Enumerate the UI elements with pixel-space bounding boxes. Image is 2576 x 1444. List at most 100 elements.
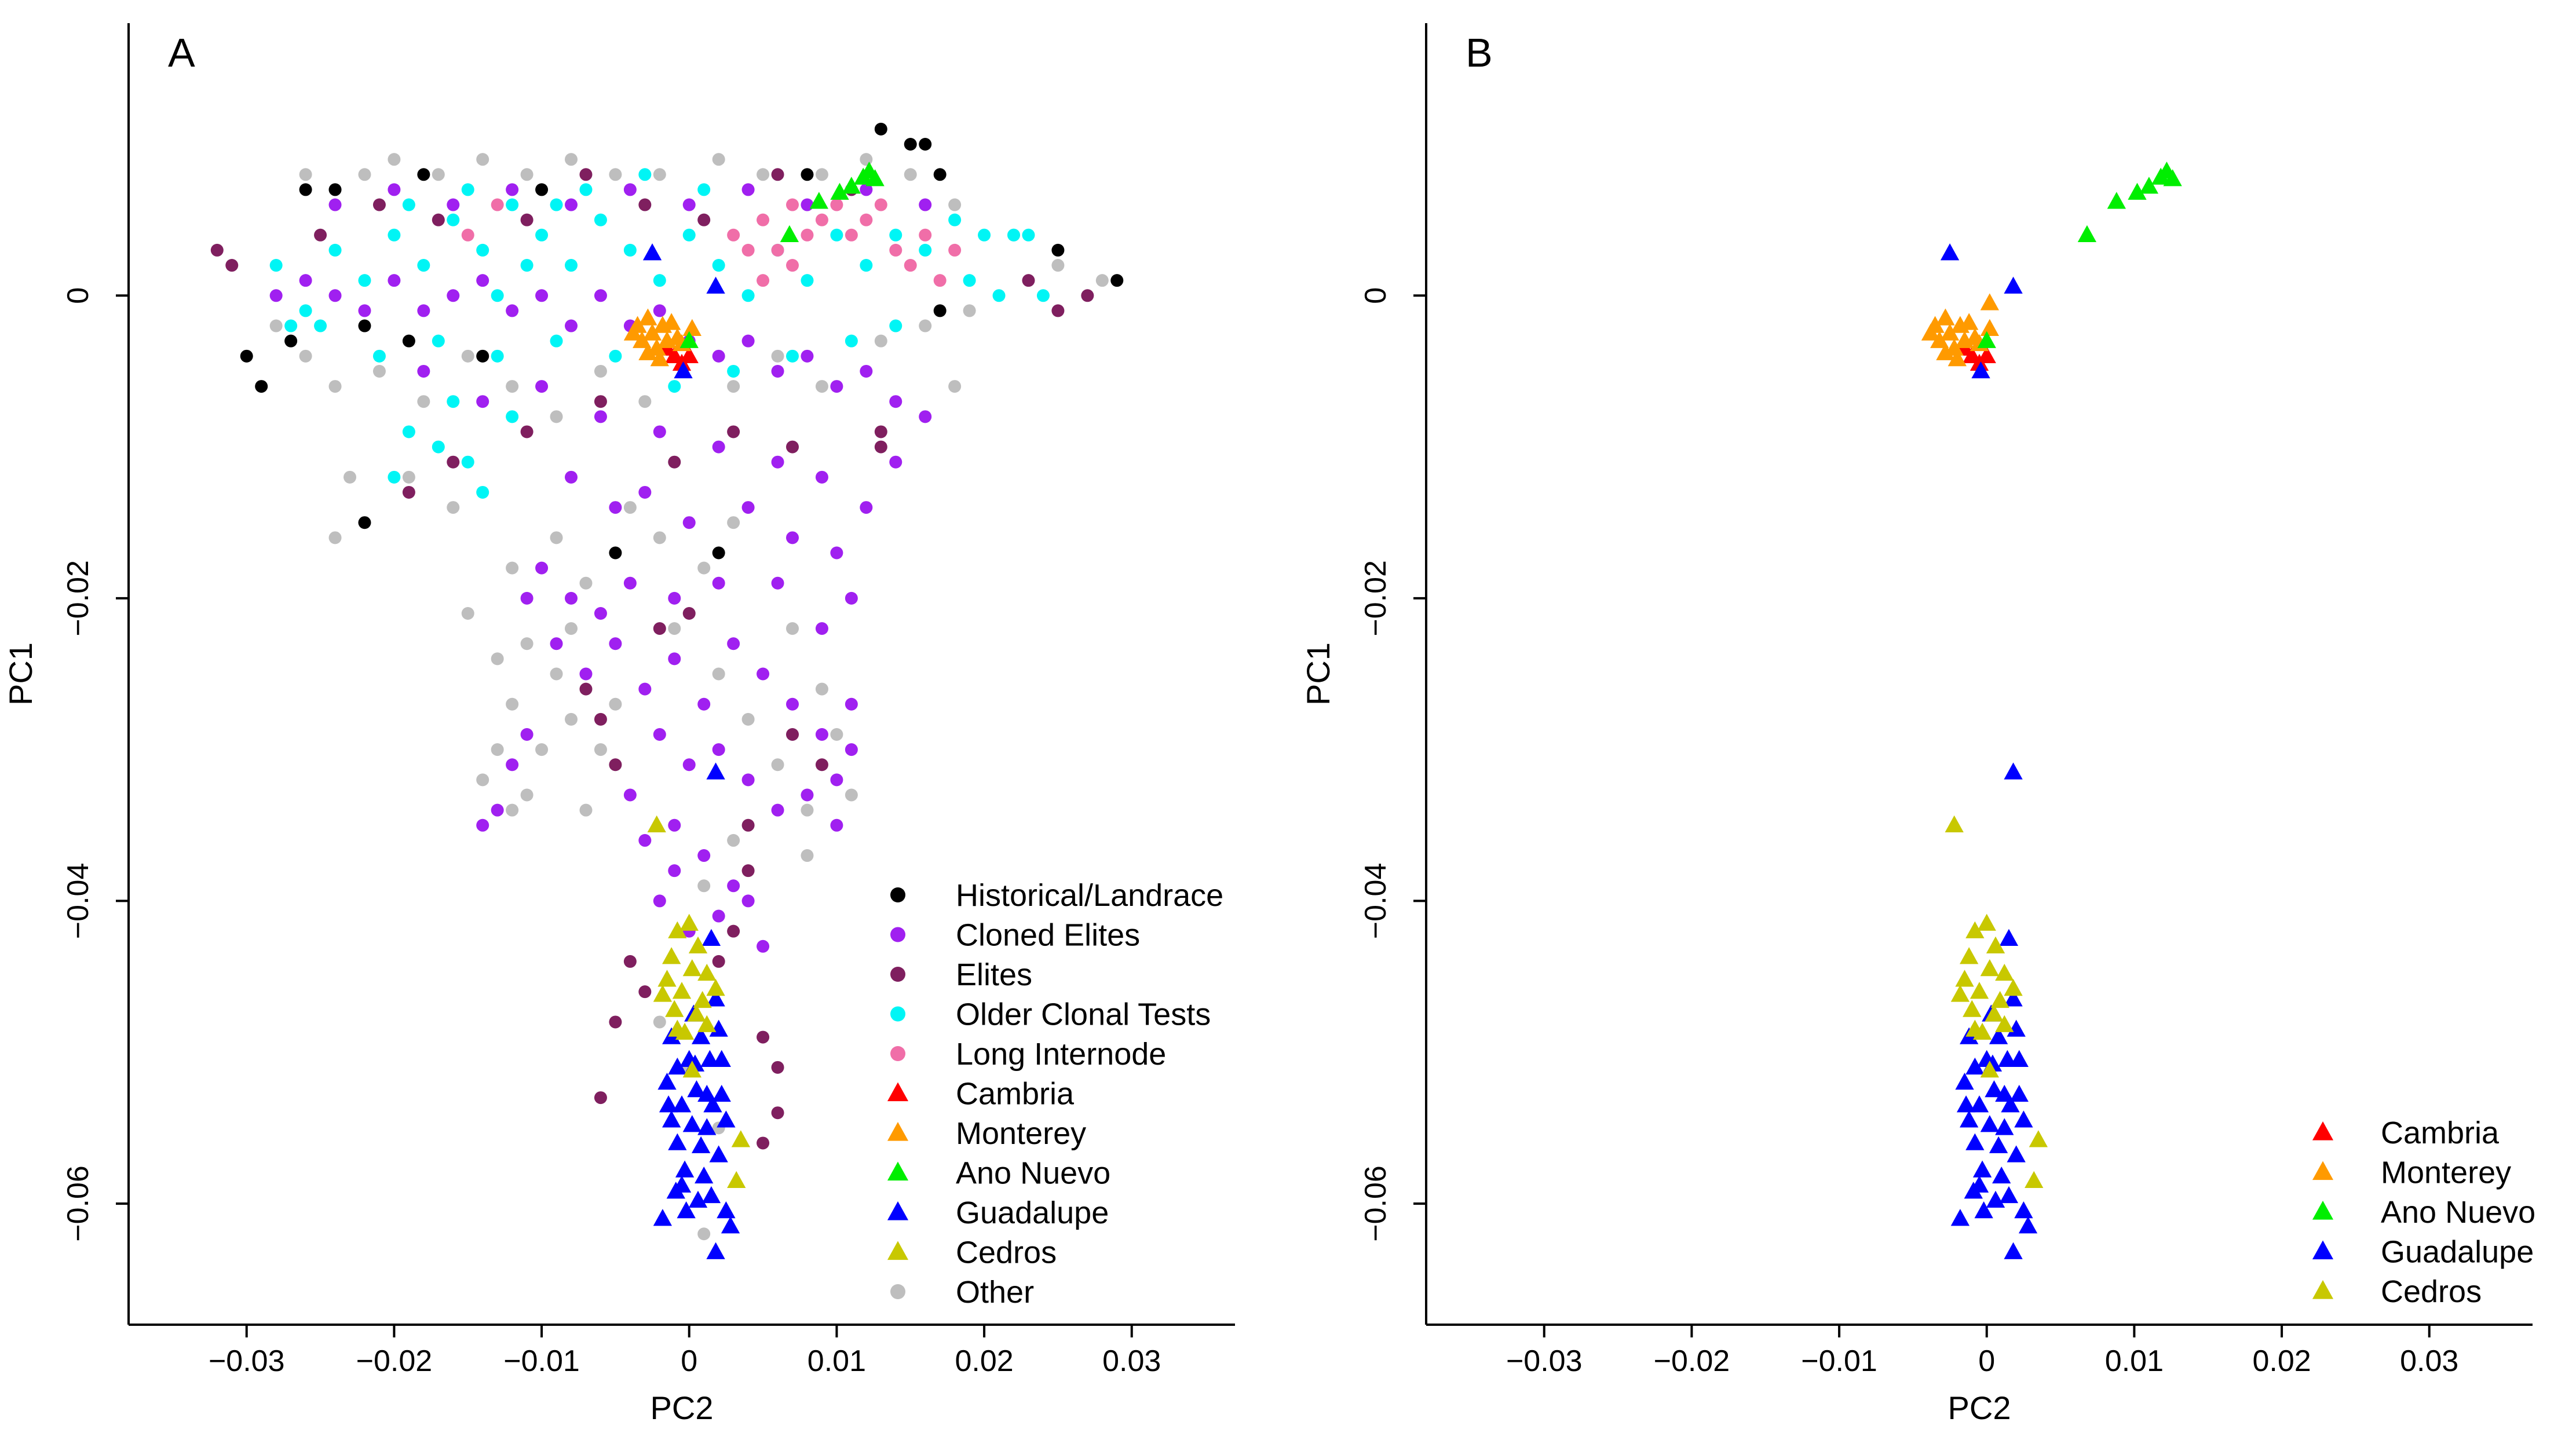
data-point [2004, 762, 2023, 780]
x-tick-label: −0.03 [209, 1344, 285, 1378]
data-point [565, 470, 578, 484]
y-tick-label: −0.06 [1359, 1165, 1393, 1242]
data-point [579, 168, 593, 181]
data-point [845, 697, 858, 711]
data-point [2004, 1242, 2023, 1259]
data-point [653, 1209, 673, 1226]
data-point [579, 576, 593, 590]
data-point [757, 667, 770, 681]
data-point [638, 343, 657, 360]
data-point [1081, 289, 1094, 302]
data-point [672, 1175, 692, 1193]
legend-label: Guadalupe [2381, 1235, 2534, 1270]
data-point [579, 803, 593, 817]
data-point [650, 349, 669, 367]
legend-marker [890, 1284, 905, 1299]
x-tick-label: −0.03 [1506, 1344, 1583, 1378]
data-point [476, 274, 489, 287]
data-point [668, 622, 681, 635]
data-point [269, 289, 283, 302]
data-point [2077, 225, 2097, 243]
data-point [697, 879, 711, 893]
data-point [1999, 1186, 2019, 1204]
data-point [1960, 947, 1979, 964]
data-point [801, 198, 814, 211]
data-point [653, 894, 666, 908]
series-monterey [623, 308, 701, 367]
data-point [269, 259, 283, 272]
data-point [1955, 970, 1974, 987]
data-point [815, 380, 828, 393]
data-point [2014, 1110, 2033, 1128]
data-point [865, 169, 885, 187]
data-point [665, 1000, 684, 1017]
data-point [706, 276, 725, 294]
data-point [328, 289, 342, 302]
data-point [919, 319, 932, 332]
data-point [491, 289, 504, 302]
data-point [697, 1118, 717, 1135]
data-point [447, 289, 460, 302]
data-point [697, 183, 711, 196]
data-point [1999, 928, 2019, 946]
data-point [1051, 304, 1065, 317]
data-point [2007, 1019, 2026, 1037]
data-point [948, 243, 962, 257]
x-tick-label: 0 [1978, 1344, 1995, 1378]
data-point [210, 243, 224, 257]
data-point [860, 259, 873, 272]
panel-b: −0.03 −0.02 −0.01 0 0.01 0.02 0.03 0 −0.02 −0.04 −… [1300, 23, 2535, 1426]
data-point [491, 803, 504, 817]
legend-marker [890, 887, 905, 902]
data-point [786, 697, 799, 711]
legend-marker [887, 1201, 909, 1220]
data-point [830, 728, 843, 741]
legend-label: Cloned Elites [956, 918, 1140, 953]
data-point [284, 319, 298, 332]
data-point [659, 1095, 678, 1113]
panel-letter: B [1466, 30, 1493, 75]
data-point [491, 743, 504, 756]
data-point [1995, 1118, 2014, 1135]
data-point [299, 183, 312, 196]
data-point [1945, 815, 1964, 833]
data-point [623, 788, 637, 802]
data-point [358, 304, 371, 317]
data-point [933, 304, 947, 317]
x-tick-label: −0.02 [356, 1344, 433, 1378]
data-point [697, 213, 711, 226]
data-point [535, 743, 549, 756]
legend-label: Long Internode [956, 1037, 1166, 1072]
data-point [358, 319, 371, 332]
y-tick-label: −0.04 [61, 863, 95, 939]
data-point [809, 192, 828, 209]
series-elites [210, 168, 1094, 1150]
data-point [417, 304, 430, 317]
data-point [771, 455, 784, 469]
data-point [2107, 192, 2126, 209]
data-point [491, 349, 504, 363]
data-point [688, 1190, 708, 1208]
data-point [682, 1115, 701, 1132]
data-point [786, 259, 799, 272]
legend-label: Cambria [956, 1077, 1075, 1112]
data-point [609, 168, 622, 181]
data-point [623, 576, 637, 590]
data-point [668, 921, 687, 938]
data-point [550, 637, 563, 650]
data-point [647, 815, 666, 833]
data-point [476, 349, 489, 363]
data-point [830, 546, 843, 560]
data-point [682, 1061, 701, 1078]
legend-marker [2312, 1280, 2334, 1299]
data-point [904, 259, 917, 272]
data-point [786, 440, 799, 454]
data-point [919, 138, 932, 151]
data-point [2004, 276, 2023, 294]
x-tick-label: 0.01 [807, 1344, 866, 1378]
data-point [679, 346, 699, 364]
data-point [1963, 1000, 1982, 1017]
data-point [491, 652, 504, 666]
data-point [1986, 1190, 2005, 1208]
data-point [706, 989, 725, 1007]
